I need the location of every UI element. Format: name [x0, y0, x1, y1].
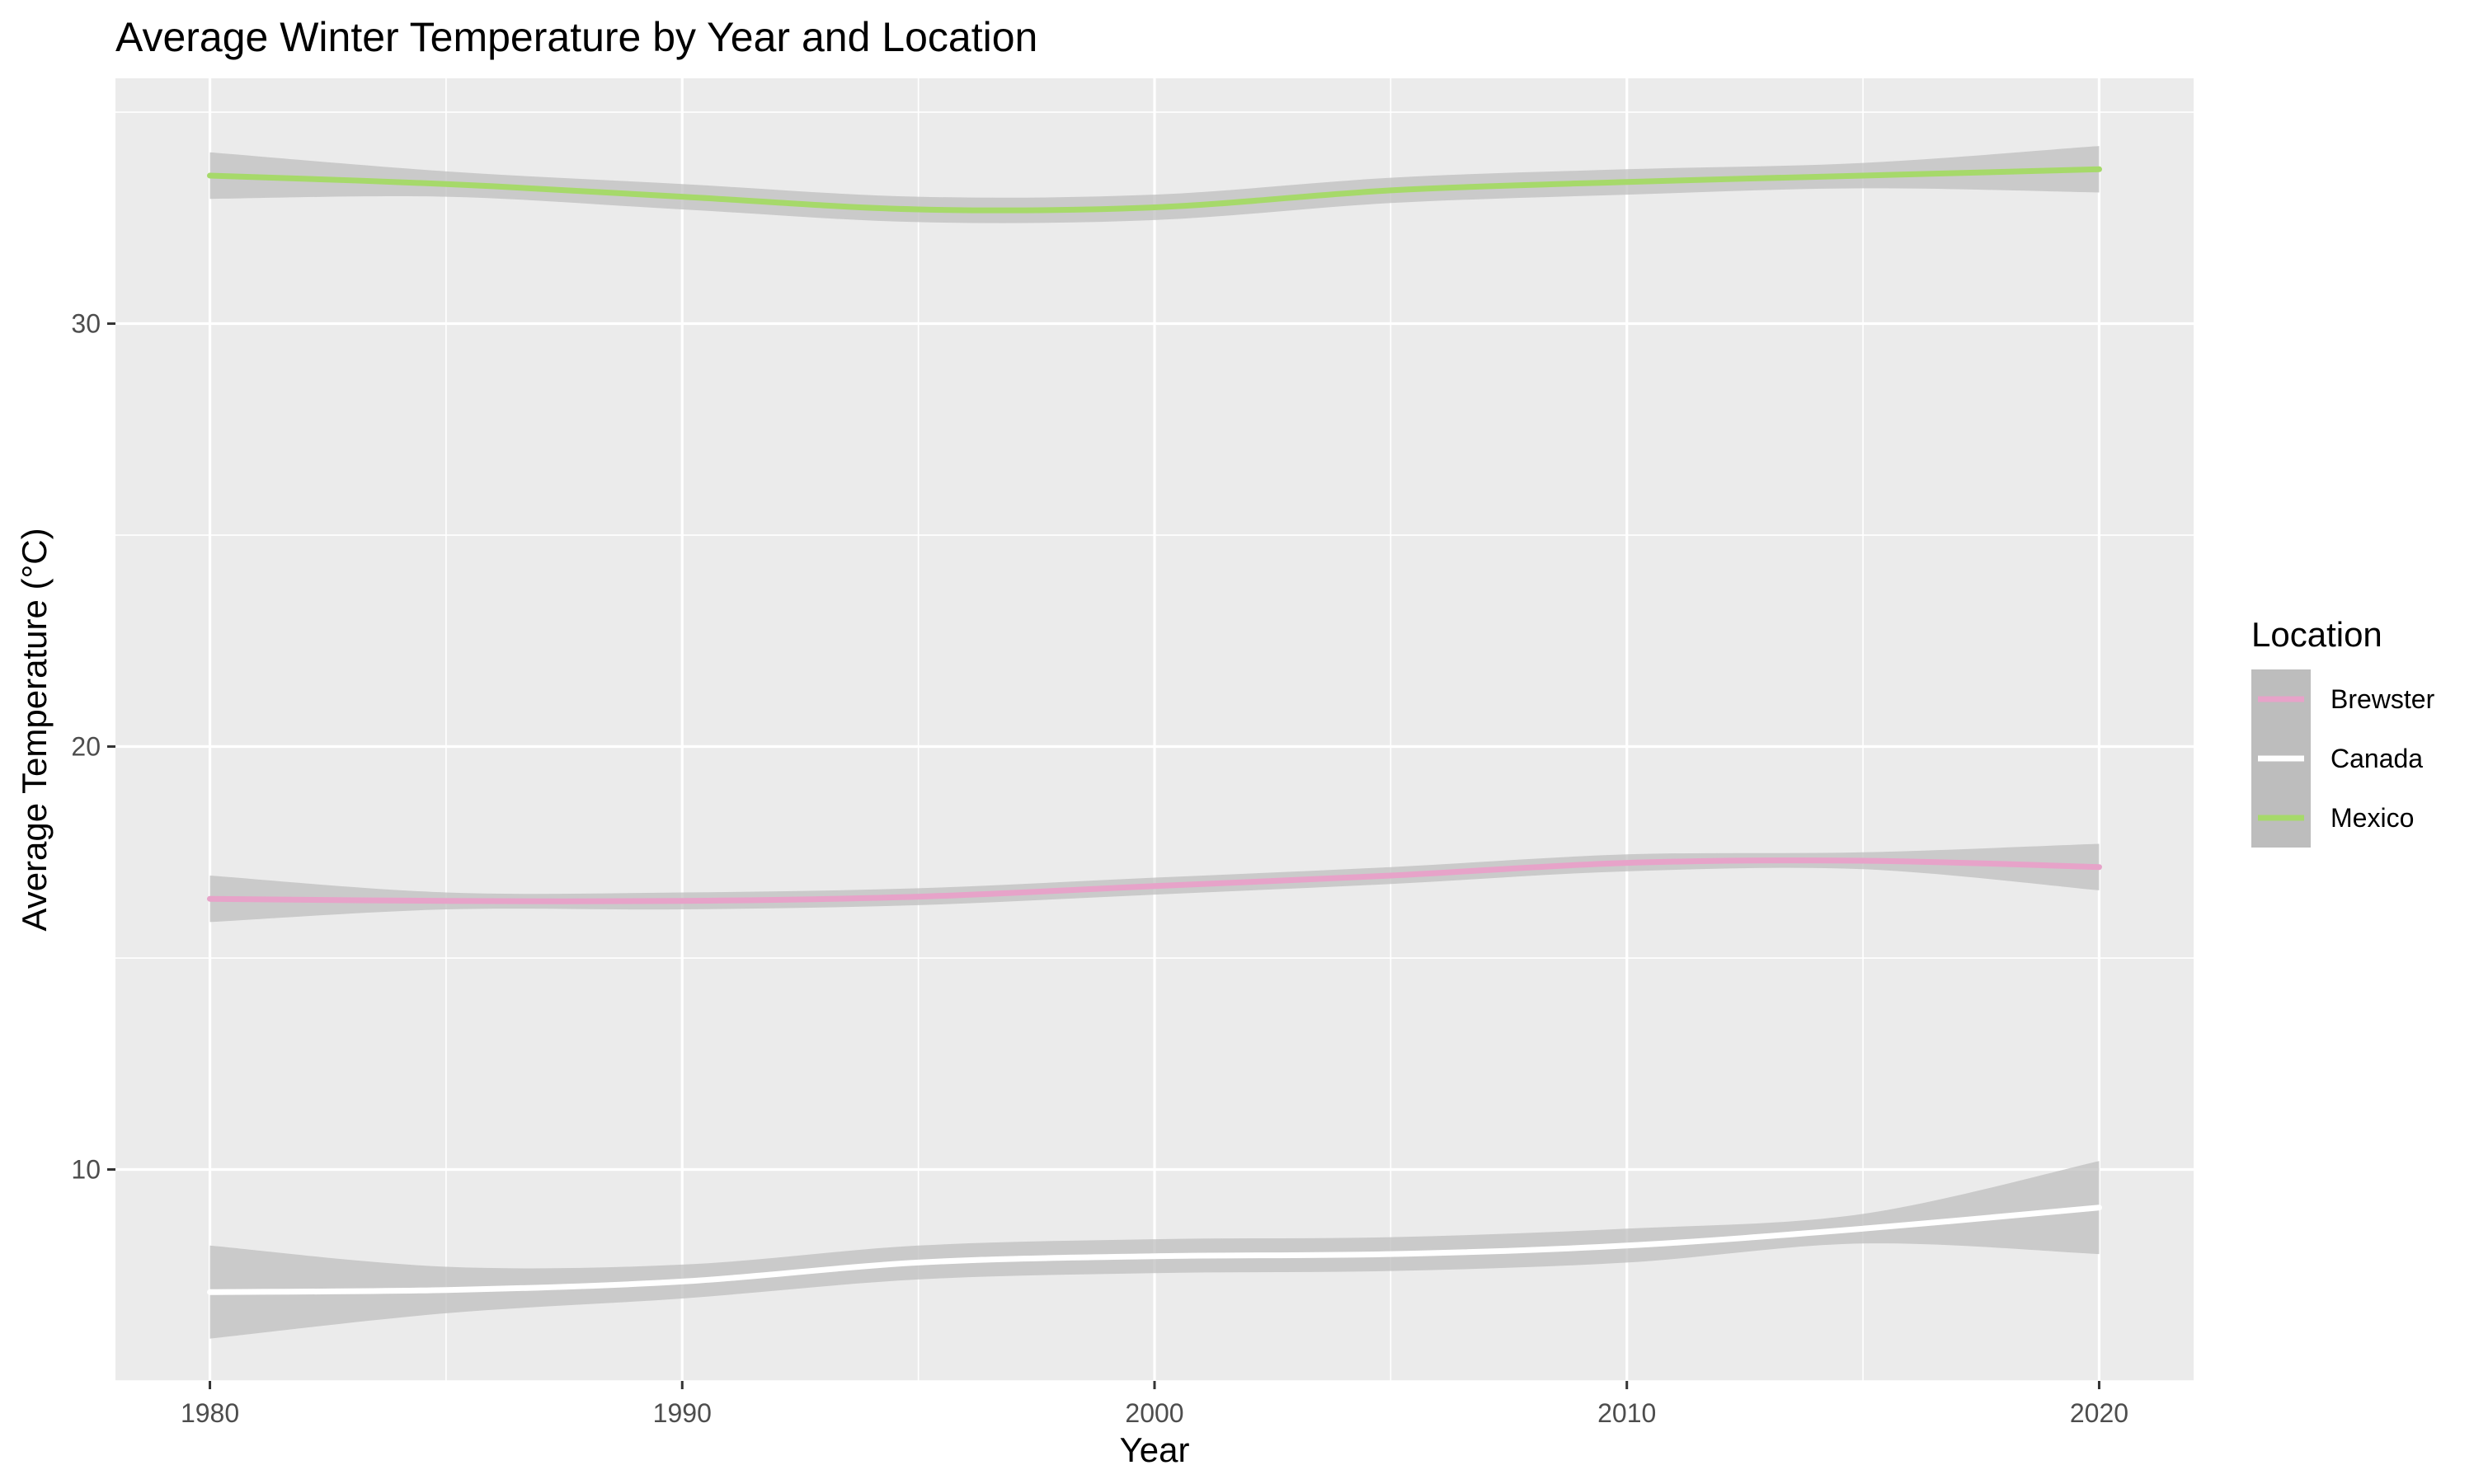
confidence-band-mexico	[209, 146, 2100, 223]
legend-items: Brewster Canada Mexico	[2251, 669, 2435, 848]
legend-label-brewster: Brewster	[2331, 684, 2435, 714]
series-line-canada	[207, 1205, 2102, 1295]
x-axis-title: Year	[1120, 1430, 1190, 1469]
confidence-band-canada	[209, 1161, 2100, 1339]
series-line-mexico	[207, 166, 2102, 214]
x-tick-label: 2000	[1125, 1398, 1183, 1428]
y-axis-title: Average Temperature (°C)	[15, 528, 54, 931]
y-tick-label: 10	[71, 1155, 101, 1185]
series-line-brewster	[207, 857, 2102, 904]
legend-label-canada: Canada	[2331, 744, 2423, 773]
series-lines	[207, 166, 2102, 1295]
y-tick-label: 20	[71, 732, 101, 762]
x-tick-label: 2010	[1597, 1398, 1656, 1428]
chart-title: Average Winter Temperature by Year and L…	[115, 14, 1037, 60]
grid-lines	[115, 78, 2194, 1382]
y-axis: 10 20 30	[71, 309, 115, 1185]
legend-label-mexico: Mexico	[2331, 803, 2414, 833]
x-tick-label: 1990	[653, 1398, 712, 1428]
x-axis: 1980 1990 2000 2010 2020	[181, 1381, 2128, 1428]
y-tick-label: 30	[71, 309, 101, 339]
legend: Location Brewster Canada Mexico	[2251, 615, 2435, 848]
x-tick-label: 2020	[2070, 1398, 2128, 1428]
legend-title: Location	[2251, 615, 2382, 654]
x-tick-label: 1980	[181, 1398, 239, 1428]
